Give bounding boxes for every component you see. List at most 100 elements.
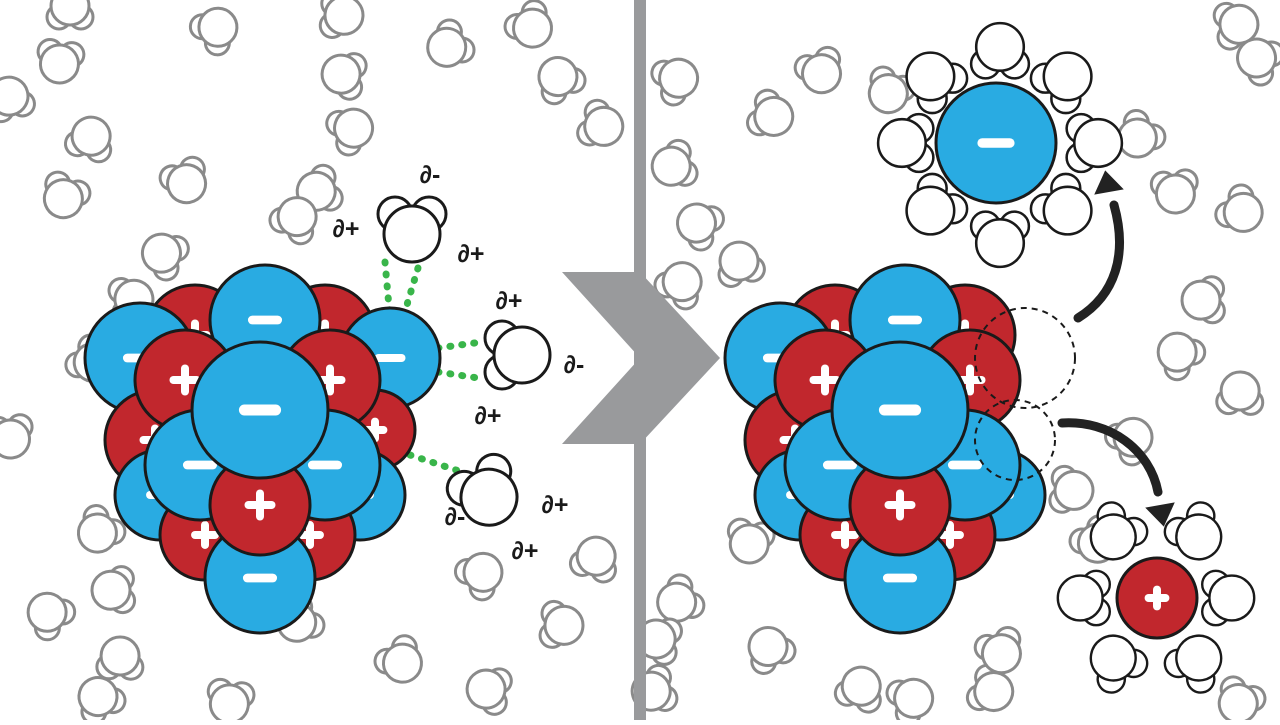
background-water-molecule [45, 0, 95, 31]
plus-icon [244, 489, 276, 521]
dissociation-arrows [1057, 170, 1175, 527]
background-water-molecule [676, 202, 725, 252]
plus-icon [809, 364, 841, 396]
minus-icon [374, 354, 406, 362]
background-water-molecule [1215, 370, 1265, 416]
hydrogen-bond [406, 451, 466, 476]
curved-arrow-icon [1057, 418, 1175, 527]
background-water-molecule [717, 240, 766, 288]
anion [190, 340, 330, 480]
plus-icon [884, 489, 916, 521]
water-molecule [376, 195, 448, 264]
water-molecule [445, 452, 519, 527]
background-water-molecule [1212, 1, 1260, 51]
background-water-molecule [140, 232, 190, 282]
water-molecule [969, 21, 1031, 80]
background-water-molecule [1104, 416, 1154, 467]
plus-icon [191, 521, 219, 549]
background-water-molecule [0, 413, 34, 460]
background-water-molecule [793, 45, 842, 95]
minus-icon [882, 573, 918, 583]
left-panel-before: ∂-∂+∂+∂+∂-∂+∂- ∂+∂+ [83, 161, 585, 635]
background-water-molecule [373, 634, 423, 684]
background-water-molecule [503, 0, 554, 49]
anion [830, 340, 970, 480]
minus-icon [947, 460, 983, 470]
minus-icon [247, 315, 283, 325]
plus-icon [1144, 585, 1170, 611]
background-water-molecule [36, 38, 86, 85]
water-molecule [1029, 172, 1093, 236]
background-water-molecule [1116, 109, 1167, 159]
curved-arrow-icon [1073, 170, 1124, 323]
hydrated-anion [876, 21, 1124, 269]
partial-charge-label: ∂- [420, 161, 441, 189]
partial-charge-label: ∂- [445, 503, 466, 531]
cation [848, 453, 952, 557]
background-water-molecule [650, 57, 700, 107]
minus-icon [182, 460, 218, 470]
background-water-molecule [650, 138, 699, 187]
partial-charge-label: ∂+ [458, 240, 485, 268]
background-water-molecule [833, 665, 882, 714]
water-molecule [1065, 112, 1124, 174]
water-molecule [1089, 634, 1149, 694]
background-water-molecule [0, 75, 36, 124]
water-molecule [1089, 501, 1149, 561]
minus-icon [307, 460, 343, 470]
background-water-molecule [576, 98, 625, 147]
background-water-molecule [885, 677, 935, 725]
background-water-molecule [1217, 675, 1267, 725]
hydrogen-bond [399, 264, 422, 322]
salt-crystal-right [723, 263, 1047, 635]
background-water-molecule [76, 504, 127, 554]
water-molecule [1056, 569, 1112, 627]
background-water-molecule [426, 18, 476, 68]
chevron-right-icon [562, 272, 720, 444]
background-water-molecule [63, 115, 113, 164]
water-molecule [483, 319, 552, 391]
background-water-molecule [726, 517, 776, 565]
minus-icon [977, 138, 1015, 148]
right-panel-after [723, 21, 1256, 694]
hydrogen-bond [434, 368, 482, 382]
minus-icon [887, 315, 923, 325]
cation-vacancy [974, 399, 1056, 481]
partial-charge-labels: ∂-∂+∂+∂+∂-∂+∂- ∂+∂+ [333, 161, 585, 565]
water-molecule [1163, 634, 1223, 694]
polar-water-molecules [376, 195, 552, 527]
background-water-molecule [206, 677, 256, 725]
background-water-molecule [747, 626, 797, 675]
water-molecule [1200, 569, 1256, 627]
minus-icon [822, 460, 858, 470]
cation [1115, 556, 1199, 640]
water-molecule [905, 172, 969, 236]
background-water-molecule [656, 573, 706, 623]
plus-icon [831, 521, 859, 549]
partial-charge-label: ∂+ [475, 402, 502, 430]
background-water-molecule [568, 535, 617, 584]
background-water-molecule [1236, 37, 1280, 87]
background-water-molecule [973, 626, 1022, 675]
background-water-molecule [42, 170, 92, 220]
hydrogen-bond [434, 338, 486, 352]
background-water-molecule [268, 196, 318, 246]
anion-vacancy [974, 307, 1076, 409]
water-molecule [876, 112, 935, 174]
anion [934, 81, 1058, 205]
water-molecule [969, 210, 1031, 269]
background-water-molecule [453, 551, 504, 602]
water-molecule [905, 51, 969, 115]
salt-crystal-left [83, 263, 442, 635]
background-water-molecule [465, 667, 513, 716]
background-water-molecule [325, 107, 375, 157]
partial-charge-label: ∂- [564, 351, 585, 379]
background-water-molecule [1214, 183, 1264, 233]
ion-vacancies [974, 307, 1076, 481]
background-water-molecule [538, 599, 585, 649]
background-water-molecule [318, 0, 365, 39]
background-water-molecule [1048, 464, 1095, 514]
minus-icon [878, 404, 922, 416]
